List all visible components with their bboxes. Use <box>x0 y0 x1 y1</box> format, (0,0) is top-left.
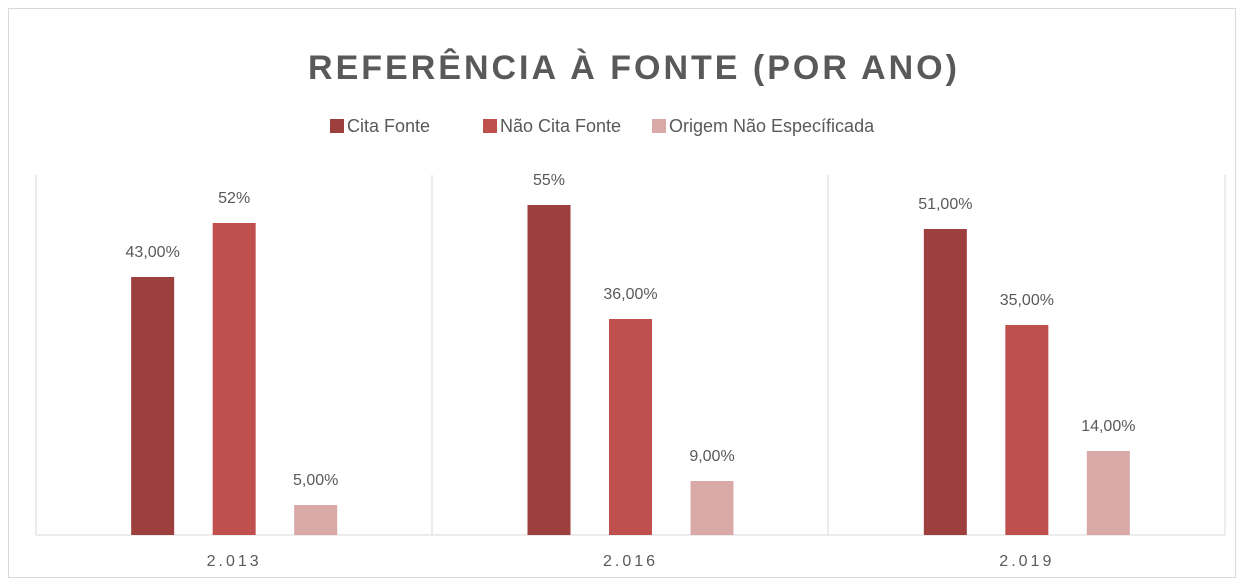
x-tick-label: 2.019 <box>999 553 1054 570</box>
data-label: 5,00% <box>293 472 338 489</box>
data-label: 36,00% <box>603 286 657 303</box>
bar <box>212 223 256 535</box>
data-label: 55% <box>533 172 565 189</box>
data-label: 52% <box>218 190 250 207</box>
bar <box>527 205 571 535</box>
bar <box>923 229 967 535</box>
legend-swatch <box>330 119 344 133</box>
legend-label: Não Cita Fonte <box>500 116 621 136</box>
bar <box>1086 451 1130 535</box>
bar <box>1005 325 1049 535</box>
data-label: 51,00% <box>918 196 972 213</box>
bar <box>131 277 175 535</box>
data-label: 9,00% <box>689 448 734 465</box>
x-tick-label: 2.013 <box>207 553 262 570</box>
x-tick-label: 2.016 <box>603 553 658 570</box>
data-label: 14,00% <box>1081 418 1135 435</box>
legend-swatch <box>652 119 666 133</box>
legend-label: Cita Fonte <box>347 116 430 136</box>
bar <box>609 319 652 535</box>
bar <box>690 481 734 535</box>
bar <box>294 505 338 535</box>
legend-label: Origem Não Específicada <box>669 116 875 136</box>
legend-swatch <box>483 119 497 133</box>
data-label: 35,00% <box>1000 292 1054 309</box>
chart-title: REFERÊNCIA À FONTE (POR ANO) <box>308 49 960 87</box>
data-label: 43,00% <box>126 244 180 261</box>
